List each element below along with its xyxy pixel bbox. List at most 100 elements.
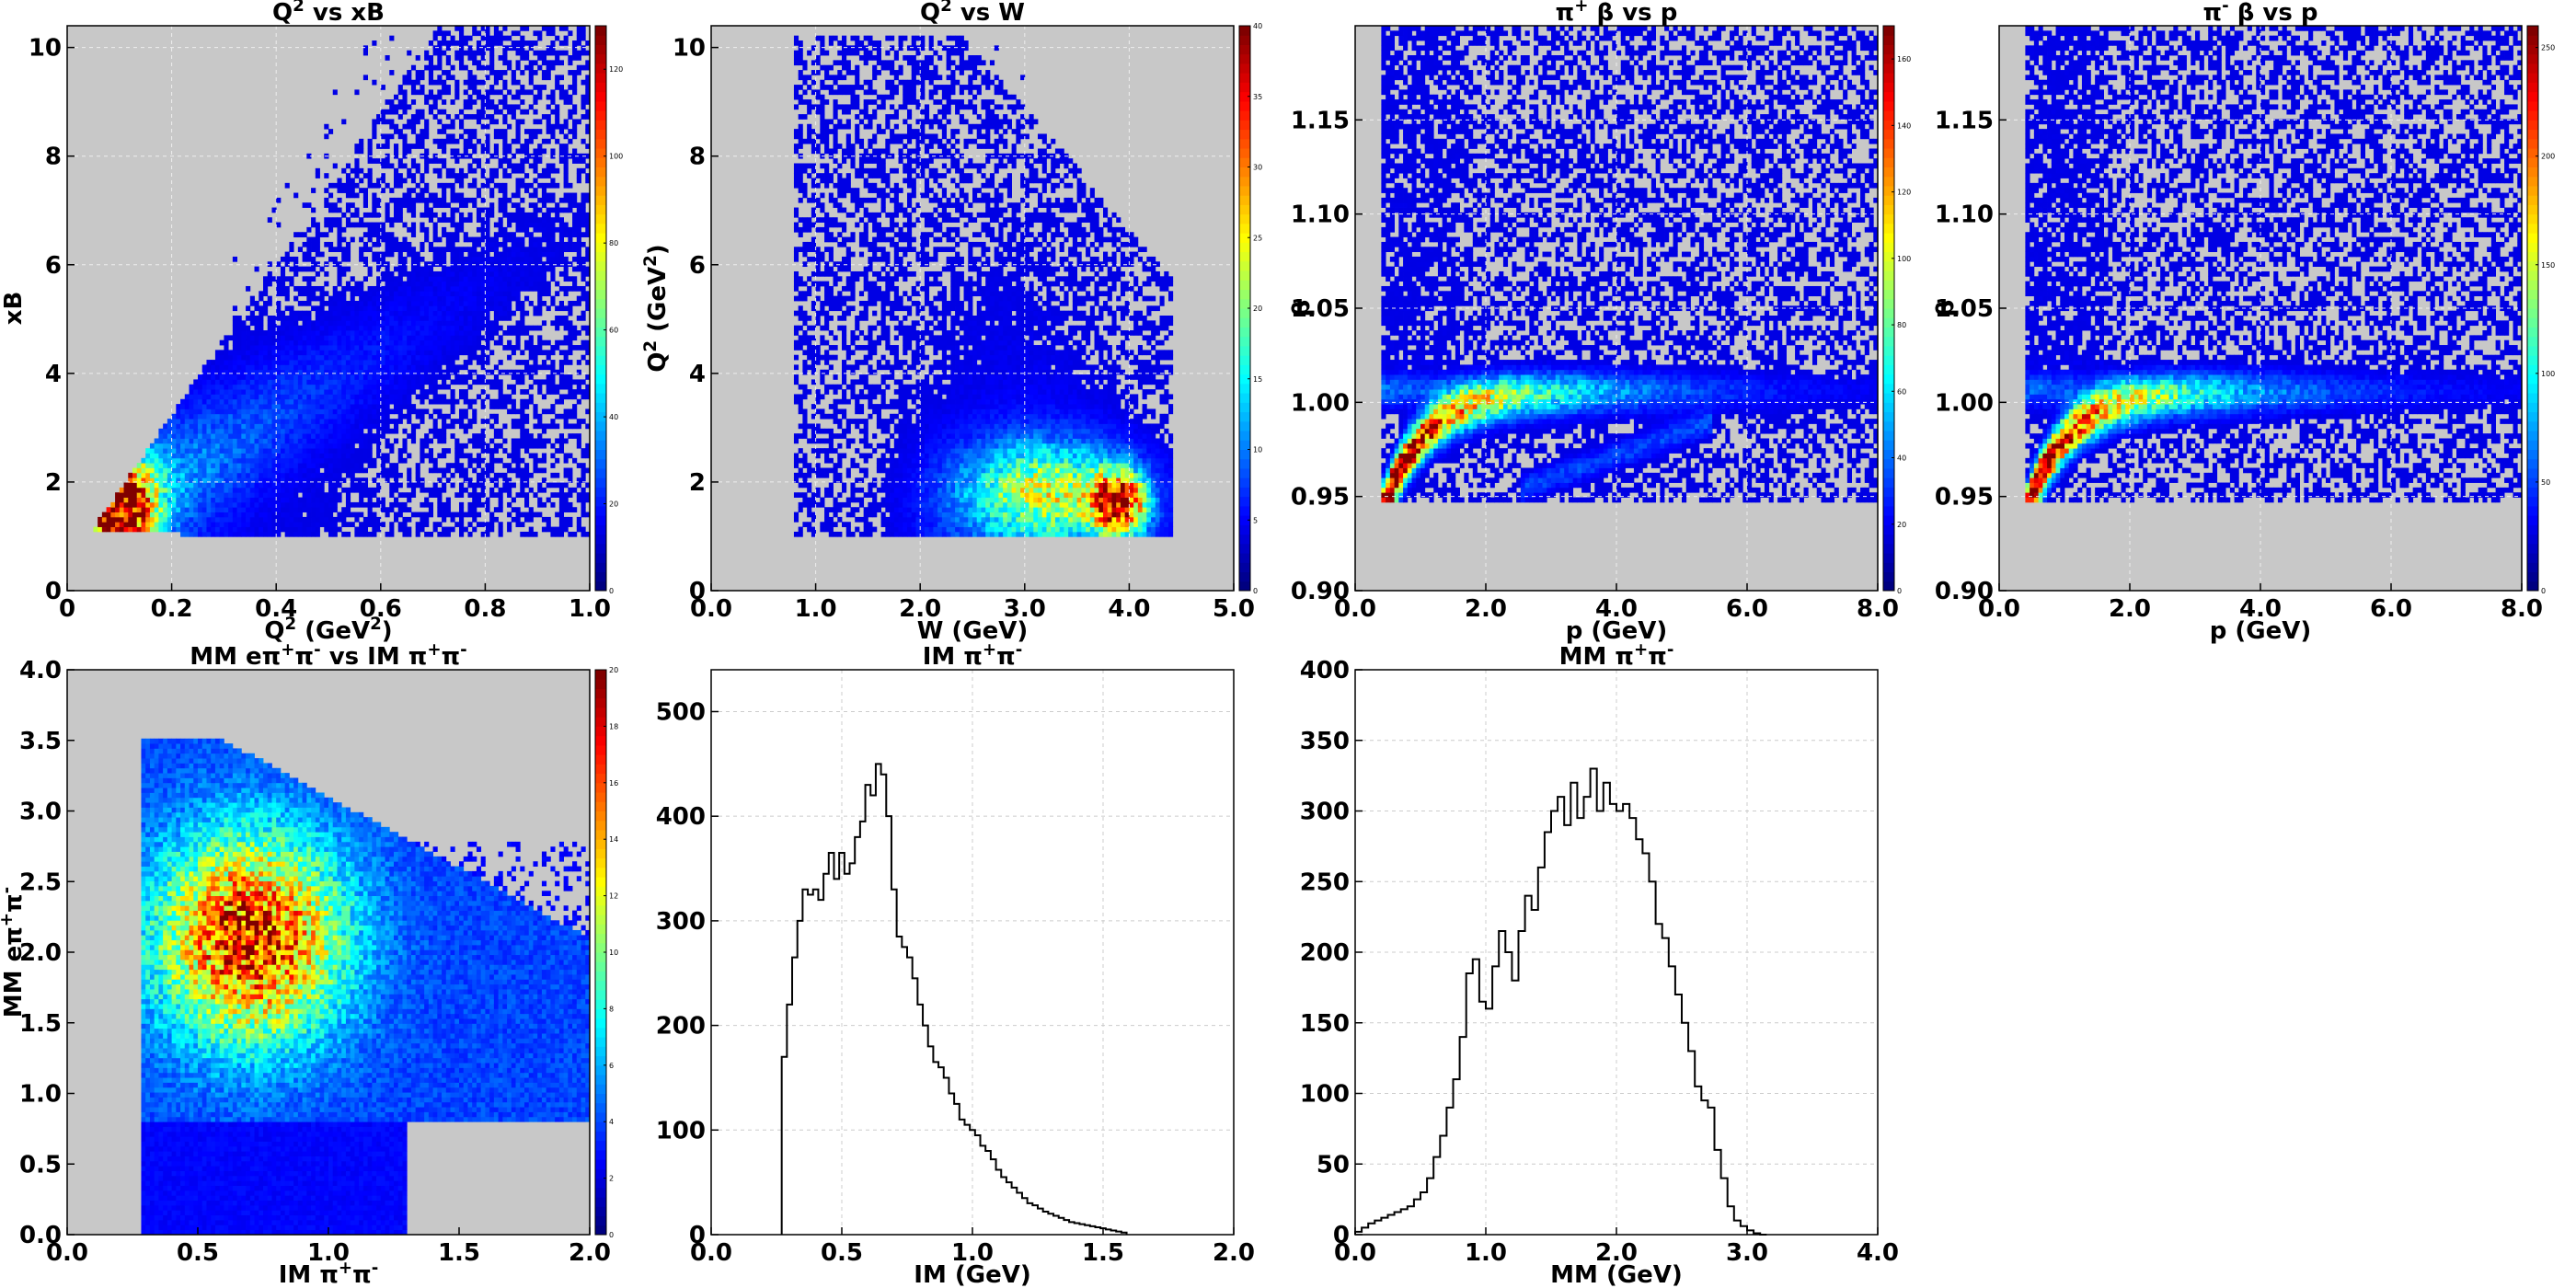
heatmap-cell <box>293 438 298 443</box>
heatmap-cell <box>372 492 376 498</box>
heatmap-cell <box>246 326 250 331</box>
heatmap-cell <box>394 355 398 361</box>
heatmap-cell <box>276 379 281 385</box>
heatmap-cell <box>263 311 268 316</box>
heatmap-cell <box>180 527 185 533</box>
heatmap-cell <box>442 99 446 105</box>
heatmap-cell <box>316 311 320 316</box>
heatmap-cell <box>464 414 468 420</box>
heatmap-cell <box>424 148 429 154</box>
heatmap-cell <box>359 429 363 434</box>
heatmap-cell <box>298 443 303 449</box>
heatmap-cell <box>185 394 190 399</box>
heatmap-cell <box>289 340 293 346</box>
heatmap-cell <box>442 261 446 267</box>
heatmap-cell <box>193 468 198 474</box>
heatmap-cell <box>351 370 355 375</box>
heatmap-cell <box>372 502 376 508</box>
heatmap-cell <box>276 355 281 361</box>
heatmap-cell <box>268 296 272 302</box>
heatmap-cell <box>451 335 455 340</box>
heatmap-cell <box>293 512 298 518</box>
heatmap-cell <box>293 360 298 365</box>
heatmap-cell <box>215 522 220 527</box>
heatmap-cell <box>185 512 190 518</box>
heatmap-cell <box>224 443 228 449</box>
heatmap-cell <box>451 399 455 405</box>
heatmap-cell <box>233 423 237 429</box>
heatmap-cell <box>359 237 363 243</box>
heatmap-cell <box>416 483 420 489</box>
heatmap-cell <box>328 463 333 468</box>
heatmap-cell <box>320 232 325 237</box>
heatmap-cell <box>337 305 341 311</box>
heatmap-cell <box>333 164 338 169</box>
heatmap-cell <box>293 483 298 489</box>
heatmap-cell <box>255 305 259 311</box>
heatmap-cell <box>346 247 351 252</box>
heatmap-cell <box>316 527 320 533</box>
heatmap-cell <box>263 394 268 399</box>
heatmap-cell <box>411 80 416 86</box>
heatmap-cell <box>311 423 316 429</box>
heatmap-cell <box>433 433 438 439</box>
heatmap-cell <box>190 532 194 537</box>
heatmap-cell <box>385 326 390 331</box>
heatmap-cell <box>411 326 416 331</box>
heatmap-cell <box>176 507 180 512</box>
heatmap-cell <box>337 350 341 355</box>
heatmap-cell <box>359 345 363 351</box>
heatmap-cell <box>237 335 242 340</box>
heatmap-cell <box>185 454 190 459</box>
heatmap-cell <box>263 389 268 395</box>
heatmap-cell <box>346 423 351 429</box>
heatmap-cell <box>402 326 407 331</box>
heatmap-cell <box>420 394 424 399</box>
heatmap-cell <box>233 522 237 527</box>
heatmap-cell <box>464 139 468 144</box>
heatmap-cell <box>306 301 311 306</box>
heatmap-cell <box>324 326 328 331</box>
heatmap-cell <box>237 414 242 420</box>
heatmap-cell <box>237 423 242 429</box>
heatmap-cell <box>333 399 338 405</box>
heatmap-cell <box>363 394 368 399</box>
heatmap-cell <box>446 512 451 518</box>
heatmap-cell <box>281 429 285 434</box>
heatmap-cell <box>420 340 424 346</box>
heatmap-cell <box>193 389 198 395</box>
heatmap-cell <box>437 512 442 518</box>
heatmap-cell <box>433 114 438 120</box>
heatmap-cell <box>128 522 132 527</box>
heatmap-cell <box>420 320 424 326</box>
heatmap-cell <box>250 311 255 316</box>
heatmap-cell <box>328 305 333 311</box>
heatmap-cell <box>198 492 202 498</box>
heatmap-cell <box>320 286 325 292</box>
heatmap-cell <box>411 492 416 498</box>
heatmap-cell <box>398 173 403 178</box>
heatmap-cell <box>411 257 416 262</box>
heatmap-cell <box>333 89 338 95</box>
heatmap-cell <box>276 458 281 464</box>
heatmap-cell <box>359 148 363 154</box>
heatmap-cell <box>276 429 281 434</box>
heatmap-cell <box>124 522 129 527</box>
heatmap-cell <box>233 340 237 346</box>
heatmap-cell <box>220 423 224 429</box>
heatmap-cell <box>346 183 351 189</box>
heatmap-cell <box>263 408 268 414</box>
heatmap-cell <box>163 448 167 454</box>
heatmap-cell <box>454 237 459 243</box>
heatmap-cell <box>255 301 259 306</box>
heatmap-cell <box>233 335 237 340</box>
heatmap-cell <box>368 399 373 405</box>
heatmap-cell <box>424 443 429 449</box>
heatmap-cell <box>180 448 185 454</box>
heatmap-cell <box>211 379 215 385</box>
heatmap-cell <box>246 423 250 429</box>
heatmap-cell <box>289 276 293 282</box>
heatmap-cell <box>311 532 316 537</box>
heatmap-cell <box>337 227 341 233</box>
heatmap-cell <box>198 498 202 503</box>
